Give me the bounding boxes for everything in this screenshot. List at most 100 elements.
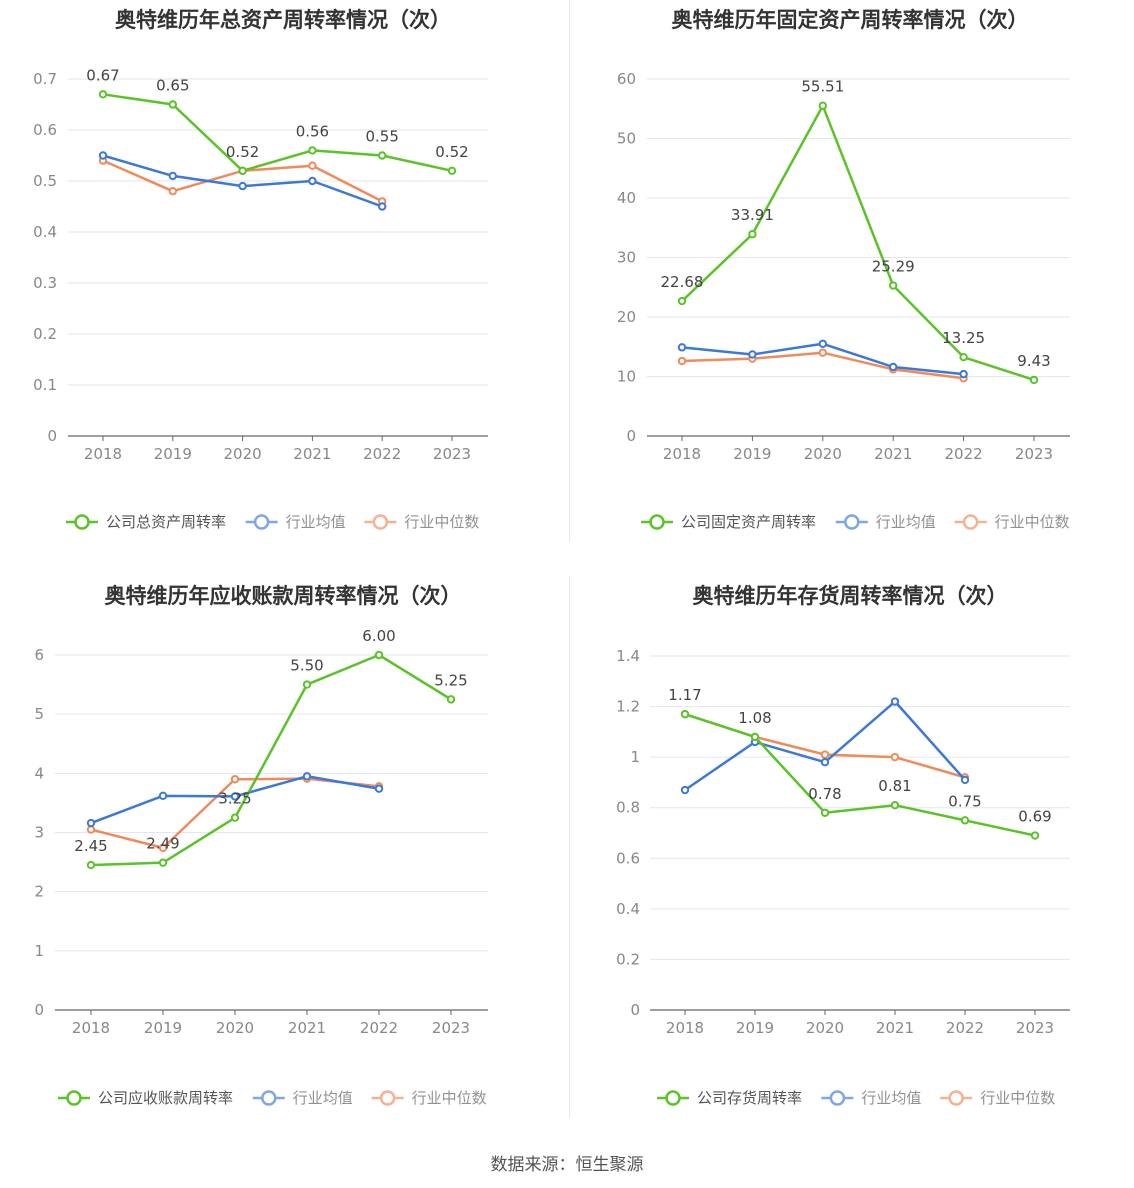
data-point-company	[820, 808, 830, 817]
chart-title: 奥特维历年存货周转率情况（次）	[693, 584, 1008, 608]
data-point-industry-avg	[86, 818, 96, 828]
y-tick-label: 0.1	[33, 376, 57, 394]
data-point-industry-avg	[889, 362, 898, 372]
x-tick-label: 2020	[216, 1019, 254, 1037]
y-tick-label: 0.8	[616, 799, 640, 817]
y-tick-label: 0.5	[33, 172, 57, 190]
x-tick-label: 2018	[84, 445, 122, 463]
legend-item-industry-avg[interactable]: 行业均值	[245, 513, 346, 531]
legend-item-industry-median[interactable]: 行业中位数	[940, 1089, 1055, 1107]
data-point-company	[1029, 375, 1039, 385]
data-label: 9.43	[1017, 352, 1050, 370]
legend-item-industry-avg[interactable]: 行业均值	[821, 1089, 921, 1107]
x-tick-label: 2020	[804, 445, 842, 463]
y-tick-label: 0	[34, 1001, 44, 1019]
data-label: 0.75	[948, 792, 981, 810]
legend-item-industry-avg[interactable]: 行业均值	[835, 513, 936, 531]
data-label: 25.29	[872, 258, 915, 276]
x-tick-label: 2019	[733, 445, 771, 463]
panel-divider-bottom	[569, 576, 570, 1118]
data-label: 0.69	[1018, 808, 1051, 826]
x-tick-label: 2022	[360, 1019, 398, 1037]
data-label: 0.78	[808, 785, 841, 803]
y-tick-label: 0.7	[33, 70, 57, 88]
legend-marker-icon	[379, 1090, 396, 1106]
data-point-company	[238, 166, 247, 176]
data-point-company	[308, 146, 317, 155]
data-point-industry-avg	[890, 697, 900, 706]
data-point-industry-avg	[238, 181, 247, 191]
legend-item-industry-median[interactable]: 行业中位数	[954, 513, 1070, 531]
legend-label: 行业均值	[876, 513, 936, 531]
data-point-industry-avg	[818, 339, 828, 348]
legend-item-company[interactable]: 公司应收账款周转率	[58, 1089, 233, 1107]
data-point-industry-median	[677, 356, 687, 366]
x-tick-label: 2021	[876, 1019, 914, 1037]
legend-label: 行业中位数	[980, 1089, 1055, 1107]
legend-label: 公司应收账款周转率	[98, 1089, 233, 1107]
data-label: 55.51	[801, 78, 844, 96]
x-tick-label: 2021	[874, 445, 912, 463]
x-tick-label: 2020	[806, 1019, 844, 1037]
data-point-company	[374, 650, 384, 660]
y-tick-label: 60	[617, 70, 636, 88]
chart-svg: 奥特维历年应收账款周转率情况（次） 0 1 2 3 4 5 6 2018 2019 2020 2021…	[34, 584, 488, 1107]
data-label: 0.67	[86, 66, 119, 84]
legend-marker-icon	[844, 514, 860, 530]
x-tick-label: 2018	[666, 1019, 704, 1037]
legend-item-industry-avg[interactable]: 行业均值	[252, 1089, 353, 1107]
data-point-company	[677, 296, 687, 306]
data-label: 1.17	[668, 686, 701, 704]
data-point-company	[378, 151, 387, 160]
y-tick-label: 40	[617, 189, 636, 207]
legend-marker-icon	[948, 1090, 964, 1106]
y-tick-label: 50	[617, 130, 636, 148]
data-point-industry-median	[820, 750, 830, 759]
chart-title: 奥特维历年应收账款周转率情况（次）	[105, 584, 462, 608]
data-point-company	[302, 680, 312, 689]
x-tick-label: 2019	[736, 1019, 774, 1037]
data-label: 1.08	[738, 709, 771, 727]
legend-label: 公司总资产周转率	[106, 513, 226, 531]
y-tick-label: 2	[34, 883, 44, 901]
data-label: 0.52	[226, 143, 259, 161]
data-point-company	[750, 732, 760, 742]
y-tick-label: 0.4	[33, 223, 57, 241]
y-tick-label: 0.6	[616, 849, 640, 867]
legend-marker-icon	[829, 1090, 846, 1106]
y-tick-label: 5	[34, 705, 44, 723]
legend-label: 行业中位数	[412, 1089, 487, 1107]
legend-item-industry-median[interactable]: 行业中位数	[371, 1089, 487, 1107]
x-tick-label: 2022	[363, 445, 401, 463]
data-label: 22.68	[661, 273, 704, 291]
data-point-industry-median	[158, 843, 168, 853]
data-point-company	[158, 858, 168, 867]
data-point-industry-avg	[378, 202, 387, 211]
series-line-company	[681, 104, 1035, 382]
data-label: 5.25	[434, 671, 467, 689]
data-point-industry-avg	[677, 343, 687, 352]
chart-svg: 奥特维历年固定资产周转率情况（次） 0 10 20 30 40 50 60 2018 2019 20…	[617, 8, 1070, 531]
data-source-note: 数据来源：恒生聚源	[490, 1155, 644, 1175]
x-tick-label: 2023	[432, 1019, 470, 1037]
data-label: 0.52	[435, 143, 468, 161]
series-line-company	[90, 653, 452, 867]
y-tick-label: 4	[34, 764, 44, 782]
legend-marker-icon	[253, 514, 270, 530]
x-tick-label: 2021	[293, 445, 331, 463]
data-point-company	[230, 813, 240, 822]
data-label: 2.45	[74, 837, 107, 855]
y-tick-label: 10	[617, 368, 636, 386]
data-point-industry-median	[168, 187, 178, 196]
data-point-company	[1030, 831, 1040, 840]
series-line-company	[102, 93, 453, 173]
legend-item-industry-median[interactable]: 行业中位数	[364, 513, 479, 531]
legend-item-company[interactable]: 公司总资产周转率	[66, 513, 226, 531]
x-tick-label: 2019	[154, 445, 192, 463]
x-tick-label: 2018	[663, 445, 701, 463]
legend-item-company[interactable]: 公司存货周转率	[657, 1089, 802, 1107]
legend-label: 行业均值	[286, 513, 346, 531]
chart-panel-total-asset-turnover: 奥特维历年总资产周转率情况（次） 0 0.1 0.2 0.3 0.4 0.5 0.6 0.7 20…	[0, 0, 567, 576]
legend-item-company[interactable]: 公司固定资产周转率	[641, 513, 816, 531]
legend-marker-icon	[665, 1090, 681, 1106]
